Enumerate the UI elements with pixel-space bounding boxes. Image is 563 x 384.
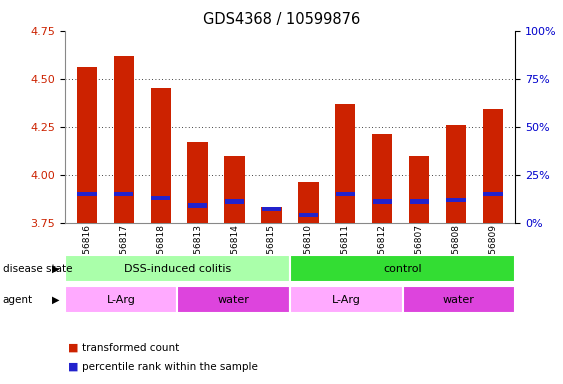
Bar [290,286,403,313]
Text: percentile rank within the sample: percentile rank within the sample [82,362,257,372]
Text: water: water [218,295,249,305]
Bar [187,142,208,223]
Bar [335,104,355,223]
Text: agent: agent [3,295,33,305]
Text: DSS-induced colitis: DSS-induced colitis [124,264,231,274]
Text: L-Arg: L-Arg [106,295,136,305]
Bar [409,200,429,204]
Bar [336,192,355,196]
Bar [77,67,97,223]
Bar [373,200,392,204]
Bar [177,286,290,313]
Bar [188,204,207,208]
Bar [65,255,290,282]
Bar [446,198,466,202]
Text: GDS4368 / 10599876: GDS4368 / 10599876 [203,12,360,26]
Bar [409,156,430,223]
Bar [261,207,282,223]
Bar [446,125,466,223]
Text: disease state: disease state [3,264,72,274]
Bar [483,109,503,223]
Text: transformed count: transformed count [82,343,179,353]
Bar [77,192,96,196]
Bar [114,192,133,196]
Bar [225,156,245,223]
Bar [151,196,171,200]
Bar [262,207,281,212]
Bar [65,286,177,313]
Bar [290,255,515,282]
Text: ■: ■ [68,343,78,353]
Bar [299,213,318,217]
Text: water: water [443,295,475,305]
Bar [484,192,503,196]
Bar [372,134,392,223]
Text: ▶: ▶ [52,295,59,305]
Bar [298,182,319,223]
Text: L-Arg: L-Arg [332,295,361,305]
Text: ▶: ▶ [52,264,59,274]
Bar [403,286,515,313]
Text: control: control [383,264,422,274]
Bar [114,56,134,223]
Text: ■: ■ [68,362,78,372]
Bar [225,200,244,204]
Bar [150,88,171,223]
